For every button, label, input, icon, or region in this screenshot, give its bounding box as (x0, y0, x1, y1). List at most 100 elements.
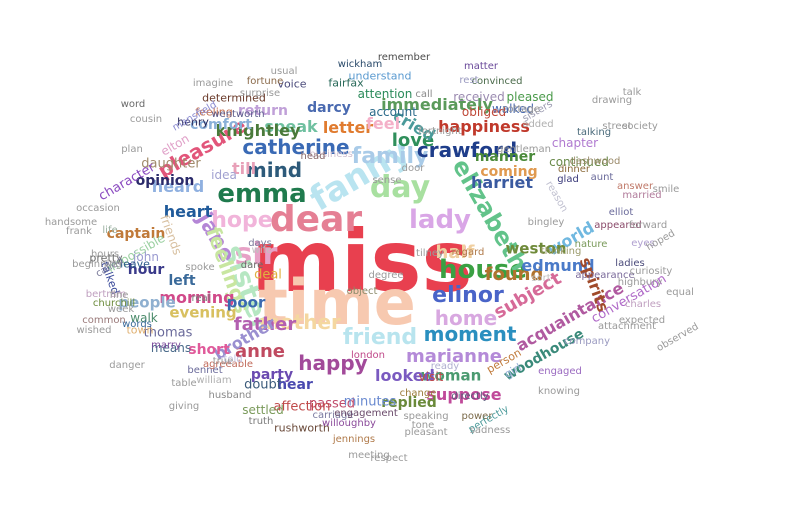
word-convinced: convinced (471, 76, 523, 87)
word-company: company (563, 336, 611, 347)
word-friend: friend (342, 325, 418, 350)
word-hours: hours (90, 249, 120, 260)
word-churchill: churchill (92, 298, 136, 309)
word-plan: plan (121, 144, 143, 155)
word-respect: respect (370, 453, 408, 464)
word-real: real (191, 293, 211, 304)
word-street: street (602, 121, 632, 132)
word-elliot: elliot (608, 207, 634, 218)
word-fairfax: fairfax (328, 76, 364, 90)
word-half: half (435, 242, 475, 263)
word-captain: captain (106, 226, 166, 242)
word-aunt: aunt (590, 172, 614, 183)
word-willoughby: willoughby (322, 418, 376, 429)
word-affection: affection (273, 399, 331, 415)
word-days: days (248, 238, 272, 249)
word-idea: idea (211, 168, 237, 182)
word-house: house (439, 255, 527, 285)
word-business: business (309, 149, 353, 160)
word-frank: frank (66, 226, 92, 237)
word-sense: sense (372, 175, 402, 186)
word-life: life (102, 225, 118, 236)
word-sort: sort (531, 273, 551, 284)
word-visit: visit (418, 370, 444, 384)
word-manner: manner (474, 149, 536, 165)
word-heard: heard (151, 177, 205, 196)
word-imagine: imagine (192, 78, 234, 89)
word-tilney: tilney (416, 248, 444, 259)
word-comfort: comfort (190, 117, 252, 133)
word-fortnight: fortnight (418, 126, 462, 137)
word-speaking: speaking (403, 411, 449, 422)
word-charles: charles (624, 299, 662, 310)
word-determined: determined (202, 91, 266, 105)
word-sadness: sadness (469, 425, 511, 436)
word-daughter: daughter (141, 156, 201, 172)
word-matter: matter (464, 61, 498, 72)
word-married: married (622, 190, 662, 201)
word-carriage: carriage (312, 410, 354, 421)
word-object: object (346, 286, 378, 297)
word-gentleman: gentleman (497, 144, 551, 155)
word-day: day (369, 170, 431, 205)
word-left: left (168, 273, 196, 289)
word-henry: henry (177, 115, 209, 129)
word-darcy: darcy (307, 100, 351, 116)
word-dare: dare (240, 260, 264, 271)
word-eyes: eyes (631, 238, 655, 249)
word-husband: husband (208, 390, 252, 401)
word-speak: speak (264, 117, 318, 136)
word-deal: deal (254, 267, 282, 283)
word-talk: talk (622, 87, 642, 98)
word-giving: giving (168, 401, 200, 412)
word-return: return (238, 103, 288, 119)
word-poor: poor (226, 293, 266, 312)
word-feeling: feeling (195, 105, 233, 119)
word-lady: lady (408, 205, 472, 235)
word-talking: talking (576, 127, 612, 138)
word-rest: rest (459, 75, 479, 86)
word-immediately: immediately (381, 95, 493, 114)
word-surprise: surprise (239, 88, 281, 99)
word-suppose: suppose (426, 385, 502, 404)
word-tone: tone (411, 420, 435, 431)
word-appearance: appearance (575, 270, 635, 281)
word-change: change (399, 388, 437, 399)
word-coming: coming (480, 164, 538, 180)
word-danger: danger (109, 360, 145, 371)
word-smile: smile (652, 184, 680, 195)
word-moment: moment (423, 322, 517, 346)
word-wentworth: wentworth (211, 109, 265, 120)
word-directly: directly (451, 391, 489, 402)
word-power: power (461, 411, 493, 422)
word-drawing: drawing (591, 95, 633, 106)
word-door: door (401, 163, 425, 174)
word-beginning: beginning (72, 259, 122, 270)
word-sir: sir (234, 237, 278, 272)
word-leave: leave (120, 257, 150, 271)
word-attention: attention (357, 87, 413, 101)
word-feel: feel (365, 114, 401, 133)
word-cottage: cottage (501, 104, 541, 115)
word-marry: marry (151, 340, 181, 351)
word-obliged: obliged (461, 105, 507, 119)
word-handsome: handsome (44, 217, 98, 228)
word-call: call (415, 89, 433, 100)
word-words: words (122, 319, 152, 330)
word-miss: miss (251, 212, 473, 312)
word-father: father (233, 314, 297, 335)
word-received: received (453, 90, 505, 104)
word-bertram: bertram (85, 289, 127, 300)
word-degree: degree (368, 270, 404, 281)
word-spoke: spoke (185, 262, 215, 273)
word-harriet: harriet (471, 173, 533, 192)
word-agreeable: agreeable (202, 359, 254, 370)
word-home: home (434, 306, 498, 330)
word-morning: morning (159, 288, 235, 307)
word-love: love (391, 130, 435, 151)
word-jennings: jennings (332, 434, 376, 445)
word-table: table (171, 378, 197, 389)
word-occasion: occasion (76, 203, 120, 214)
word-dinner: dinner (557, 164, 591, 175)
